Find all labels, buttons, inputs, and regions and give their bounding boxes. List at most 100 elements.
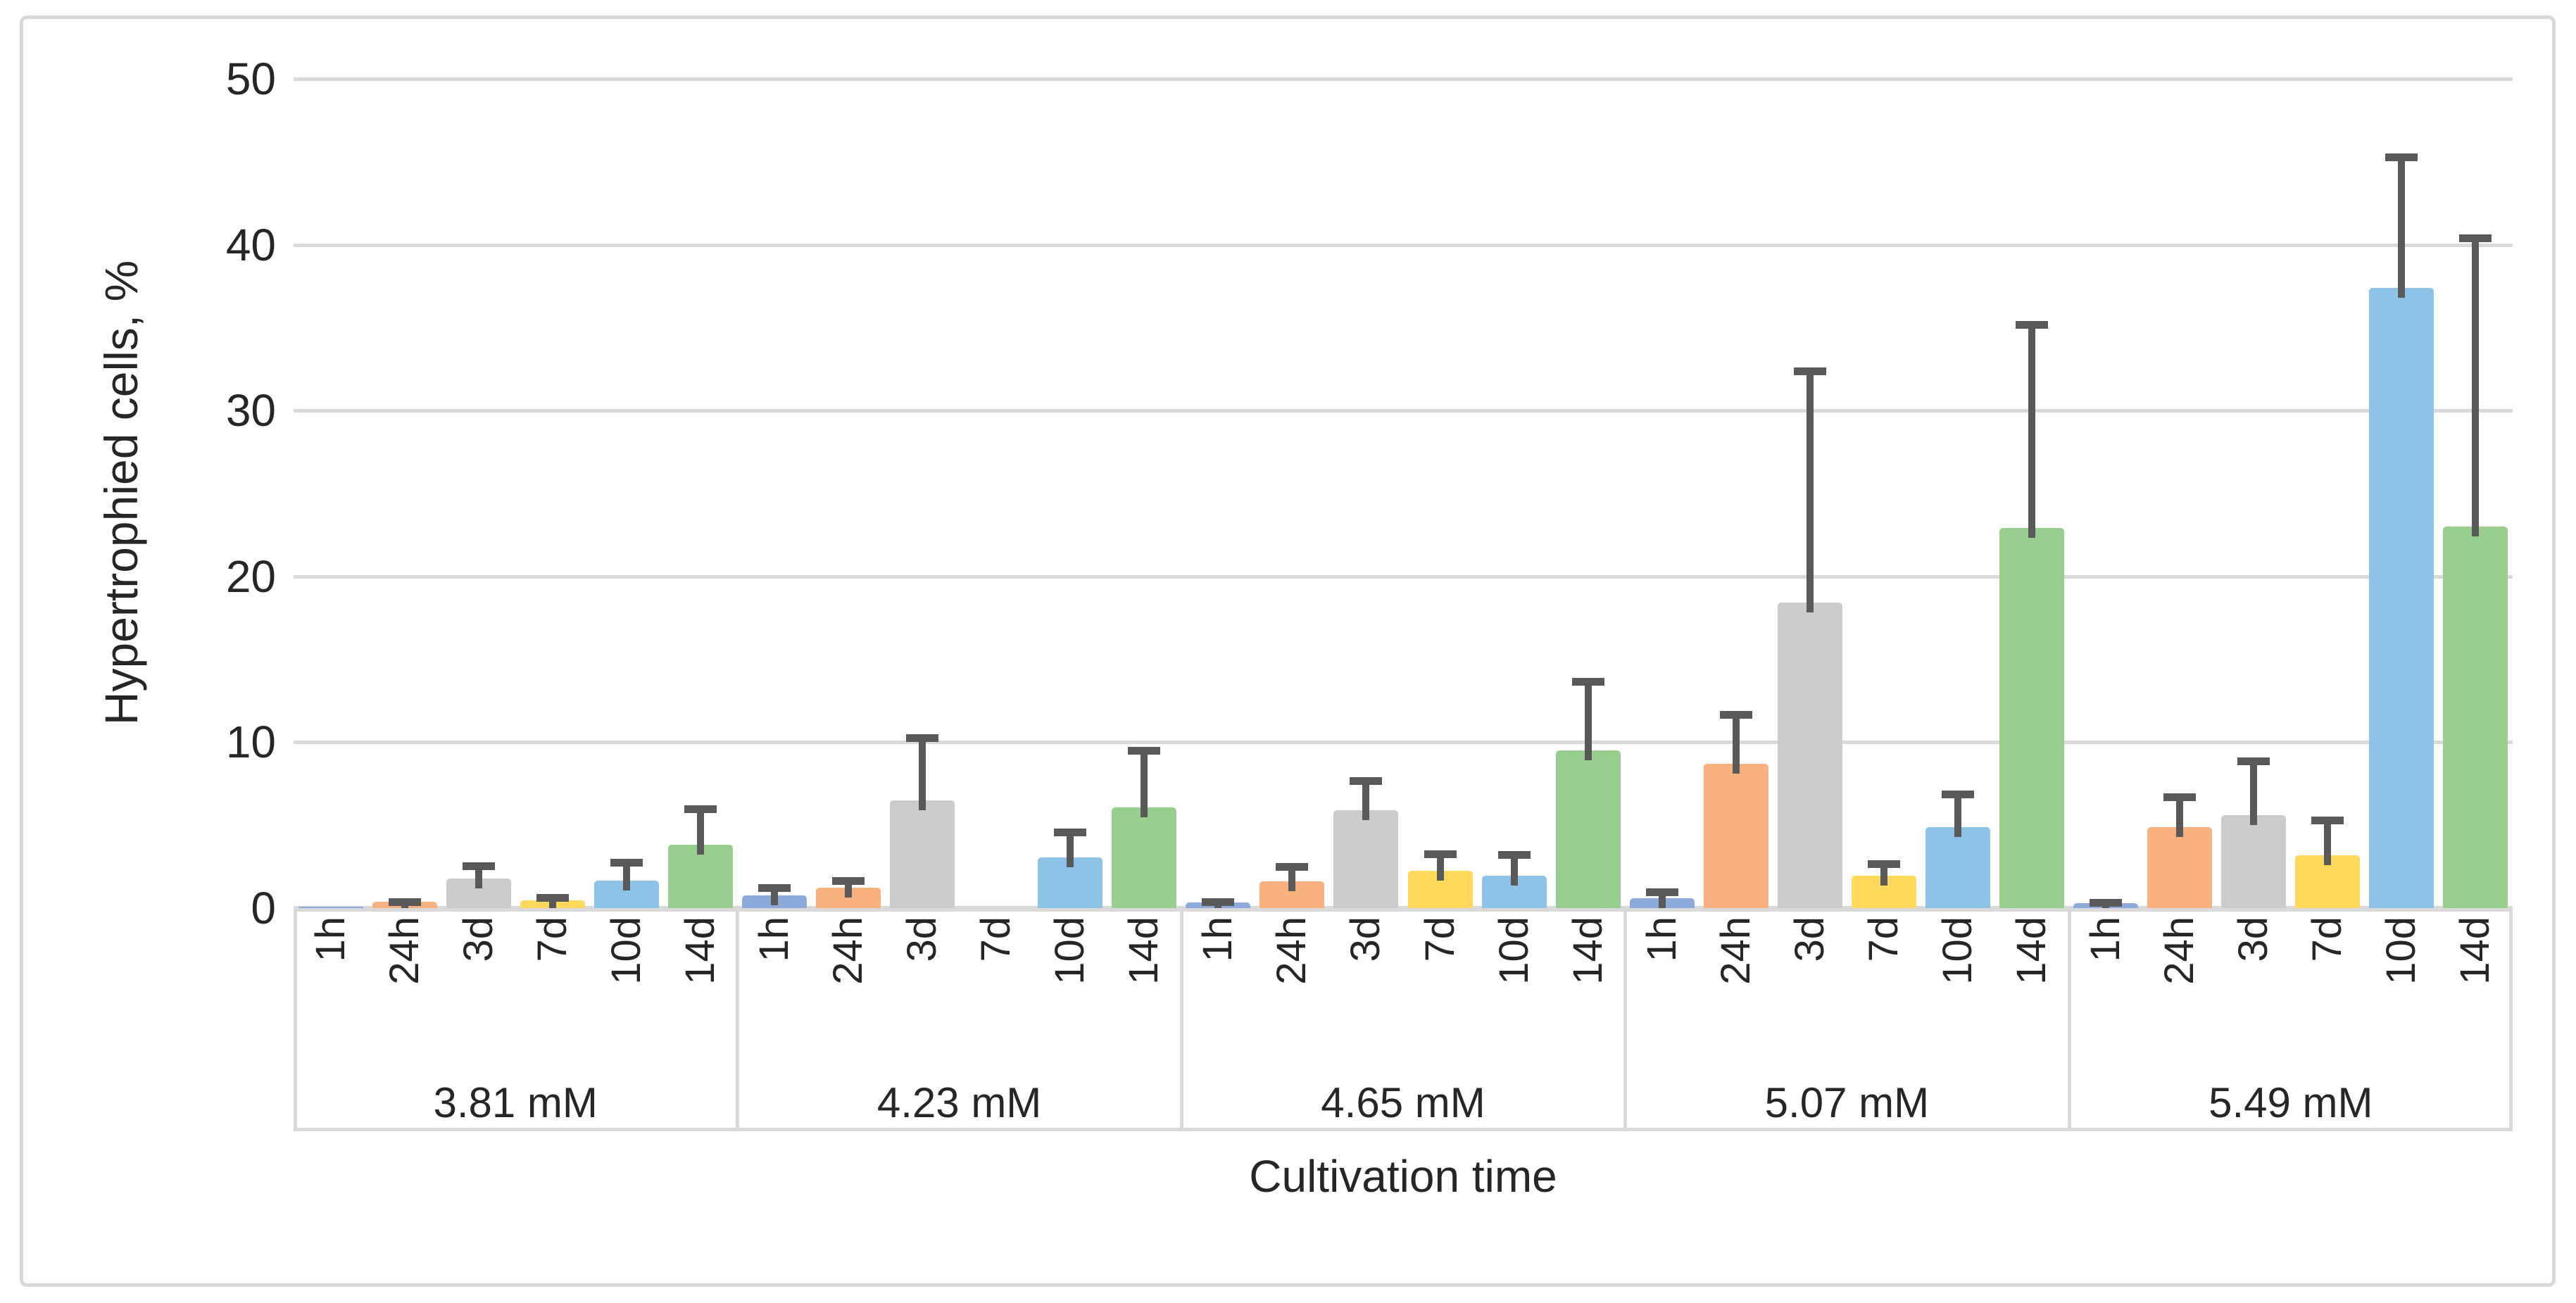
- gridline-10: [294, 741, 2513, 745]
- y-tick-label-20: 20: [225, 550, 276, 602]
- y-tick-label-50: 50: [225, 53, 276, 104]
- x-tick-label-3d-5.07 mM: 3d: [1786, 917, 1833, 962]
- error-bar-cap-3d-5.07 mM: [1793, 367, 1826, 375]
- error-bar-line-3d-3.81 mM: [475, 862, 482, 888]
- error-bar-cap-1h-5.07 mM: [1645, 888, 1678, 896]
- x-axis-title: Cultivation time: [1249, 1151, 1557, 1202]
- x-group-label-5.07 mM: 5.07 mM: [1764, 1079, 1930, 1126]
- error-bar-cap-1h-5.49 mM: [2090, 899, 2123, 907]
- error-bar-cap-14d-5.49 mM: [2459, 234, 2492, 243]
- x-tick-label-10d-5.49 mM: 10d: [2378, 917, 2425, 985]
- x-tick-label-24h-5.49 mM: 24h: [2156, 917, 2203, 985]
- error-bar-cap-7d-3.81 mM: [536, 893, 569, 902]
- error-bar-line-10d-4.65 mM: [1510, 850, 1518, 886]
- error-bar-cap-14d-5.07 mM: [2016, 320, 2049, 329]
- bar-14d-5.07 mM: [1999, 528, 2065, 908]
- bar-10d-5.49 mM: [2369, 287, 2434, 908]
- error-bar-cap-24h-5.49 mM: [2163, 793, 2197, 802]
- error-bar-line-3d-5.49 mM: [2250, 757, 2258, 826]
- error-bar-line-10d-5.49 mM: [2398, 153, 2406, 298]
- x-tick-label-1h-5.07 mM: 1h: [1638, 917, 1685, 962]
- x-group-label-3.81 mM: 3.81 mM: [433, 1079, 598, 1126]
- error-bar-cap-10d-4.23 mM: [1054, 828, 1087, 836]
- error-bar-cap-7d-4.65 mM: [1424, 850, 1457, 858]
- x-tick-label-3d-4.23 mM: 3d: [899, 917, 945, 962]
- x-group-label-4.65 mM: 4.65 mM: [1321, 1079, 1485, 1126]
- x-tick-label-24h-3.81 mM: 24h: [381, 917, 427, 985]
- error-bar-cap-24h-5.07 mM: [1719, 710, 1752, 719]
- x-tick-label-3d-5.49 mM: 3d: [2230, 917, 2277, 962]
- bar-3d-4.65 mM: [1333, 810, 1399, 908]
- bar-10d-5.07 mM: [1925, 826, 1990, 908]
- error-bar-line-10d-5.07 mM: [1954, 790, 1961, 837]
- error-bar-cap-10d-5.07 mM: [1942, 790, 1974, 798]
- y-tick-label-10: 10: [225, 717, 276, 768]
- error-bar-line-24h-4.23 mM: [845, 877, 852, 898]
- x-tick-label-10d-4.23 mM: 10d: [1047, 917, 1093, 985]
- bar-14d-4.65 mM: [1555, 750, 1621, 908]
- error-bar-line-14d-5.49 mM: [2472, 234, 2480, 537]
- x-tick-label-7d-4.65 mM: 7d: [1416, 917, 1463, 962]
- y-tick-label-30: 30: [225, 385, 276, 436]
- error-bar-cap-24h-3.81 mM: [388, 898, 421, 906]
- bar-24h-5.49 mM: [2147, 826, 2213, 908]
- x-tick-label-3d-3.81 mM: 3d: [455, 917, 501, 962]
- error-bar-line-7d-4.65 mM: [1436, 850, 1444, 881]
- category-label-box: [294, 908, 2513, 1131]
- x-tick-label-24h-5.07 mM: 24h: [1712, 917, 1759, 985]
- error-bar-cap-10d-5.49 mM: [2385, 153, 2418, 162]
- error-bar-cap-24h-4.23 mM: [832, 877, 865, 886]
- x-tick-label-14d-4.23 mM: 14d: [1121, 917, 1167, 985]
- bar-3d-4.23 mM: [890, 800, 955, 908]
- error-bar-line-1h-5.07 mM: [1658, 888, 1666, 908]
- error-bar-cap-3d-4.23 mM: [906, 734, 939, 742]
- error-bar-line-3d-5.07 mM: [1806, 367, 1814, 613]
- error-bar-cap-14d-4.65 mM: [1571, 677, 1604, 686]
- x-tick-label-10d-5.07 mM: 10d: [1935, 917, 1980, 985]
- error-bar-line-7d-5.49 mM: [2324, 817, 2332, 865]
- x-tick-label-24h-4.23 mM: 24h: [825, 917, 871, 985]
- error-bar-line-24h-5.49 mM: [2176, 793, 2184, 837]
- y-tick-label-0: 0: [251, 883, 276, 933]
- error-bar-cap-24h-4.65 mM: [1276, 863, 1309, 871]
- gridline-50: [294, 77, 2513, 81]
- bar-14d-4.23 mM: [1112, 807, 1177, 908]
- category-group-separator: [1623, 908, 1628, 1131]
- x-tick-label-10d-3.81 mM: 10d: [603, 917, 649, 985]
- y-axis-title: Hypertrophied cells, %: [95, 260, 147, 726]
- error-bar-cap-14d-3.81 mM: [684, 805, 717, 813]
- x-tick-label-7d-5.07 mM: 7d: [1860, 917, 1906, 962]
- bar-1h-3.81 mM: [298, 906, 363, 908]
- x-group-label-4.23 mM: 4.23 mM: [877, 1079, 1042, 1126]
- x-tick-label-14d-5.07 mM: 14d: [2009, 917, 2055, 985]
- error-bar-cap-3d-5.49 mM: [2237, 757, 2270, 765]
- error-bar-cap-7d-5.07 mM: [1867, 860, 1900, 868]
- category-group-separator: [736, 908, 740, 1131]
- y-tick-label-40: 40: [225, 219, 276, 270]
- error-bar-line-10d-4.23 mM: [1067, 828, 1074, 868]
- error-bar-line-14d-5.07 mM: [2028, 320, 2036, 539]
- x-tick-label-14d-3.81 mM: 14d: [677, 917, 723, 985]
- chart-frame-border: [20, 15, 2556, 1287]
- error-bar-line-1h-4.23 mM: [770, 883, 778, 906]
- x-tick-label-24h-4.65 mM: 24h: [1269, 917, 1315, 985]
- error-bar-line-14d-4.65 mM: [1584, 677, 1592, 761]
- error-bar-line-3d-4.65 mM: [1362, 776, 1370, 820]
- error-bar-line-10d-3.81 mM: [622, 859, 630, 891]
- x-tick-label-1h-3.81 mM: 1h: [307, 917, 353, 962]
- x-tick-label-7d-3.81 mM: 7d: [529, 917, 575, 962]
- x-group-label-5.49 mM: 5.49 mM: [2209, 1079, 2373, 1126]
- gridline-30: [294, 409, 2513, 413]
- bar-14d-5.49 mM: [2443, 527, 2508, 908]
- x-tick-label-7d-5.49 mM: 7d: [2304, 917, 2351, 962]
- error-bar-line-14d-4.23 mM: [1141, 747, 1148, 818]
- gridline-40: [294, 243, 2513, 247]
- gridline-20: [294, 574, 2513, 579]
- error-bar-line-7d-5.07 mM: [1880, 860, 1887, 886]
- error-bar-cap-7d-5.49 mM: [2311, 817, 2344, 825]
- error-bar-cap-3d-3.81 mM: [462, 862, 495, 871]
- error-bar-line-24h-5.07 mM: [1732, 710, 1740, 774]
- bar-3d-5.49 mM: [2221, 815, 2287, 908]
- x-tick-label-7d-4.23 mM: 7d: [973, 917, 1019, 962]
